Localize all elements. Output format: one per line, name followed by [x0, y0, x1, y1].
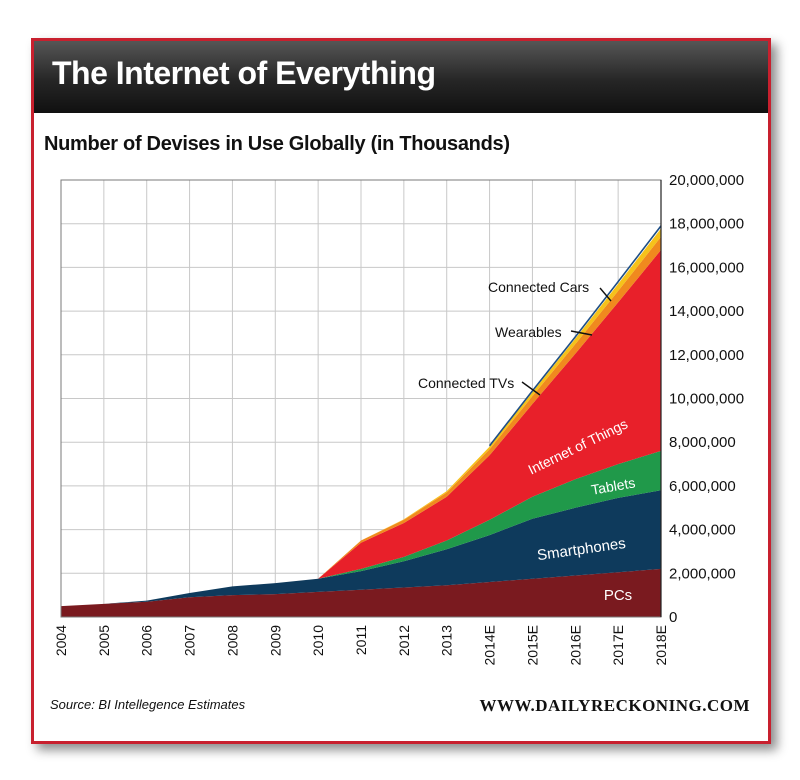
x-tick-label-2015e: 2015E — [524, 625, 540, 665]
y-tick-label-4: 8,000,000 — [669, 434, 736, 451]
callout-label-connected-tvs: Connected TVs — [418, 375, 514, 391]
series-area-smartphones — [61, 490, 661, 607]
y-tick-label-3: 6,000,000 — [669, 478, 736, 495]
title-bar: The Internet of Everything — [34, 41, 768, 113]
chart-title: Number of Devises in Use Globally (in Th… — [44, 133, 510, 155]
x-tick-label-2014e: 2014E — [482, 625, 498, 665]
x-tick-label-2011: 2011 — [353, 625, 369, 655]
source-note: Source: BI Intellegence Estimates — [50, 697, 246, 712]
x-tick-label-2013: 2013 — [439, 625, 455, 656]
y-tick-label-7: 14,000,000 — [669, 303, 744, 320]
page-title: The Internet of Everything — [52, 55, 436, 91]
x-tick-label-2018e: 2018E — [653, 625, 669, 665]
chart-card: The Internet of Everything Number of Dev… — [31, 38, 771, 744]
x-tick-label-2005: 2005 — [96, 625, 112, 656]
area-label-pcs: PCs — [604, 587, 632, 604]
callout-label-wearables: Wearables — [495, 324, 562, 340]
callout-label-connected-cars: Connected Cars — [488, 279, 589, 295]
x-tick-label-2006: 2006 — [139, 625, 155, 656]
x-tick-label-2004: 2004 — [53, 625, 69, 656]
series-area-pcs — [61, 568, 661, 617]
area-label-tablets: Tablets — [590, 474, 636, 497]
x-tick-label-2016e: 2016E — [567, 625, 583, 665]
y-tick-label-1: 2,000,000 — [669, 565, 736, 582]
y-tick-label-9: 18,000,000 — [669, 216, 744, 233]
y-tick-label-8: 16,000,000 — [669, 259, 744, 276]
x-tick-label-2009: 2009 — [267, 625, 283, 656]
site-url: WWW.DAILYRECKONING.COM — [479, 696, 750, 715]
stacked-area-chart: 0 2,000,000 4,000,000 6,000,000 8,000,000 10,… — [53, 172, 744, 665]
x-tick-label-2007: 2007 — [182, 625, 198, 656]
y-tick-label-6: 12,000,000 — [669, 347, 744, 364]
leader-line-connected-cars — [599, 287, 612, 302]
y-tick-label-0: 0 — [669, 609, 677, 626]
y-tick-label-2: 4,000,000 — [669, 522, 736, 539]
x-tick-label-2012: 2012 — [396, 625, 412, 656]
leader-line-wearables — [570, 330, 593, 336]
x-tick-label-2010: 2010 — [310, 625, 326, 656]
y-tick-label-5: 10,000,000 — [669, 391, 744, 408]
leader-line-connected-tvs — [521, 381, 541, 396]
y-tick-label-10: 20,000,000 — [669, 172, 744, 189]
series-area-internet-of-things — [61, 249, 661, 607]
series-area-connected-cars — [488, 225, 662, 447]
x-tick-label-2017e: 2017E — [610, 625, 626, 665]
x-tick-label-2008: 2008 — [224, 625, 240, 656]
